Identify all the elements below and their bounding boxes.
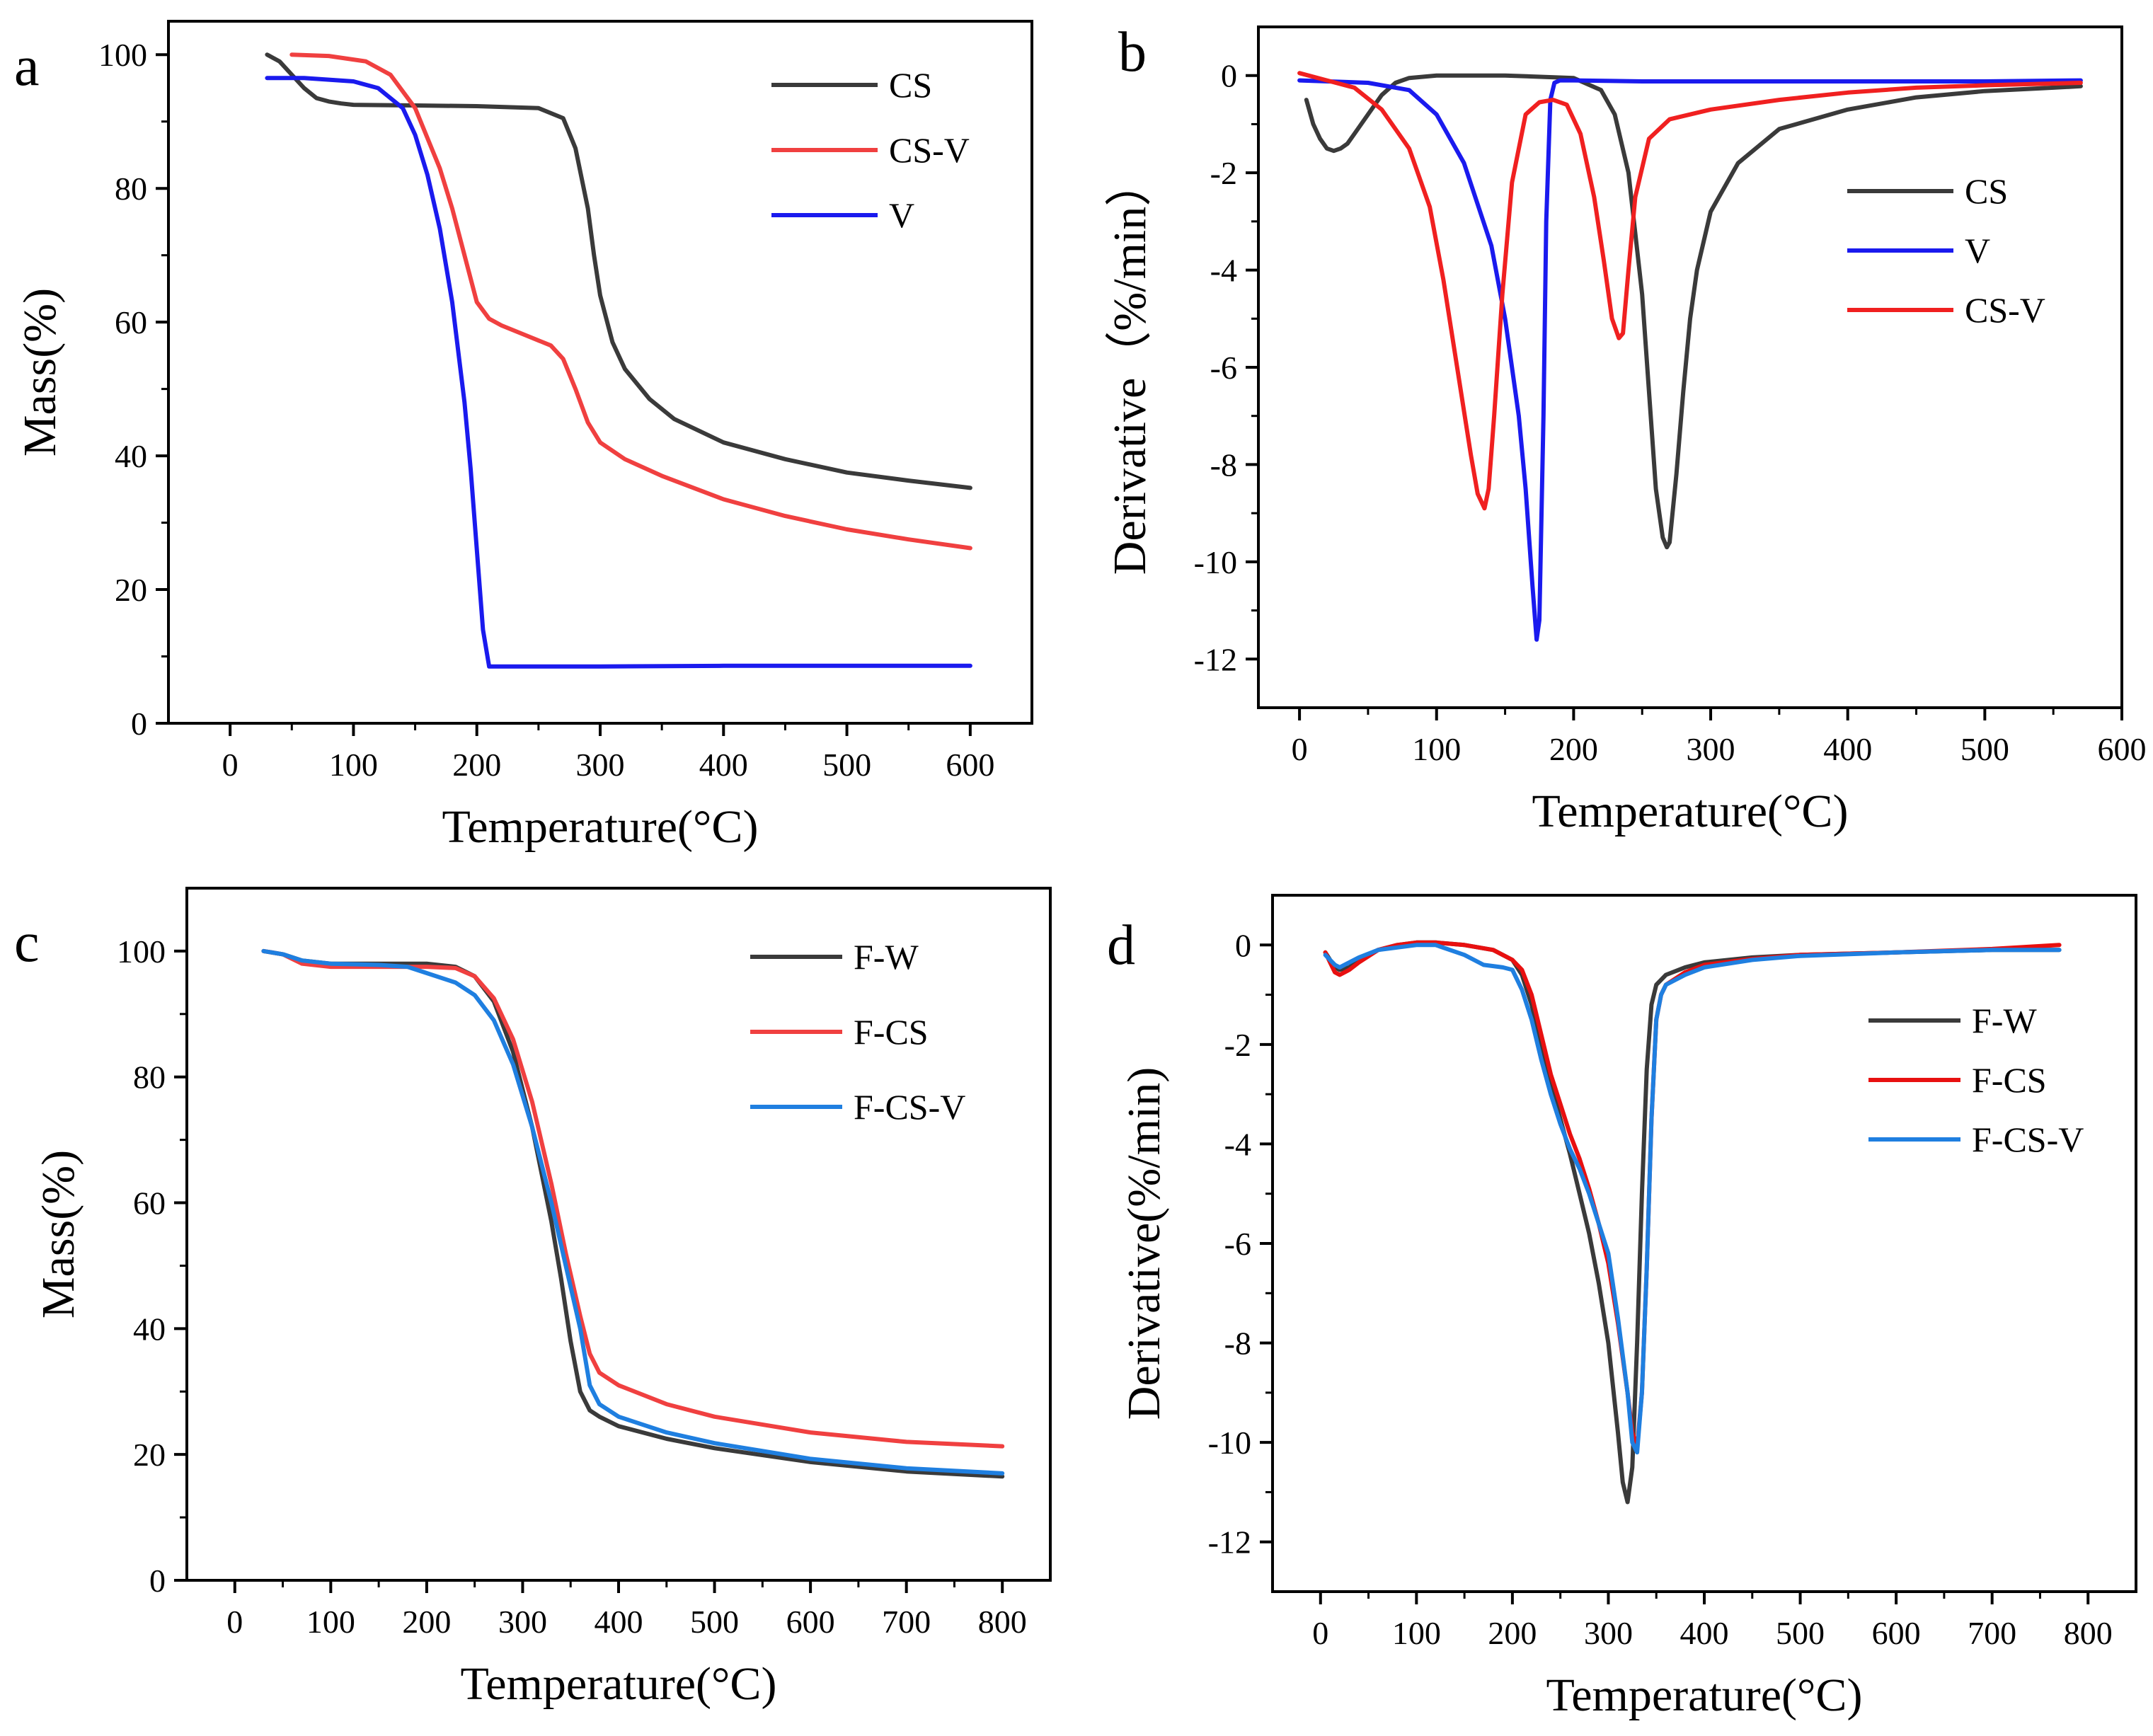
y-axis-title-a: Mass(%) [14, 288, 66, 456]
x-tick-label-a: 400 [699, 747, 748, 783]
x-tick-label-d: 300 [1584, 1615, 1633, 1651]
series-line-a-CS [265, 52, 972, 490]
series-line-a-CS-V [289, 52, 972, 551]
legend-label-c: F-CS [854, 1012, 929, 1052]
series-line-d-F-CS-V [1323, 943, 2062, 1455]
y-tick-label-b: -6 [1210, 350, 1237, 386]
x-axis-title-c: Temperature(°C) [461, 1658, 777, 1710]
panel-c: 0 100 200 300 400 500 600 700 800 0 20 40 60 80 100 Tem… [14, 887, 1052, 1710]
legend-label-d: F-W [1972, 1001, 2037, 1040]
panel-label-d: d [1107, 914, 1135, 977]
x-tick-label-d: 200 [1488, 1615, 1537, 1651]
x-tick-label-d: 100 [1392, 1615, 1441, 1651]
y-tick-label-a: 100 [98, 37, 147, 73]
y-tick-label-d: -2 [1224, 1027, 1251, 1063]
x-tick-label-a: 500 [822, 747, 871, 783]
y-tick-label-c: 20 [133, 1437, 166, 1473]
series-line-a-V [265, 76, 972, 669]
x-tick-label-c: 800 [978, 1604, 1027, 1640]
x-tick-label-a: 200 [452, 747, 501, 783]
legend-label-a: CS [889, 65, 932, 105]
legend-label-c: F-W [854, 937, 919, 977]
x-tick-label-b: 300 [1687, 731, 1735, 767]
legend-label-a: V [889, 195, 914, 235]
y-axis-title-d: Derivative(%/min) [1118, 1067, 1170, 1420]
x-tick-label-d: 700 [1968, 1615, 2016, 1651]
x-tick-label-b: 600 [2098, 731, 2147, 767]
y-tick-label-d: -8 [1224, 1326, 1251, 1362]
x-tick-label-c: 200 [402, 1604, 451, 1640]
y-tick-label-d: -10 [1208, 1425, 1251, 1461]
x-tick-label-a: 100 [329, 747, 378, 783]
x-tick-label-b: 400 [1823, 731, 1872, 767]
legend-label-b: CS [1965, 171, 2008, 211]
y-tick-label-c: 60 [133, 1185, 166, 1221]
y-tick-label-b: -2 [1210, 155, 1237, 191]
legend-label-c: F-CS-V [854, 1087, 965, 1127]
y-tick-label-a: 20 [115, 572, 147, 608]
legend-label-a: CS-V [889, 130, 970, 170]
panel-label-c: c [14, 912, 40, 974]
y-tick-label-c: 40 [133, 1311, 166, 1347]
x-tick-label-d: 400 [1680, 1615, 1729, 1651]
y-tick-label-c: 80 [133, 1059, 166, 1096]
x-tick-label-c: 300 [498, 1604, 547, 1640]
x-tick-label-d: 800 [2064, 1615, 2113, 1651]
x-axis-title-a: Temperature(°C) [442, 801, 759, 853]
panel-a: 0 100 200 300 400 500 600 0 20 40 60 80 100 Temperatu… [14, 20, 1033, 853]
y-tick-label-a: 60 [115, 304, 147, 340]
y-tick-label-d: 0 [1235, 927, 1251, 963]
x-tick-label-d: 500 [1776, 1615, 1825, 1651]
y-tick-label-a: 40 [115, 438, 147, 474]
y-tick-label-c: 100 [117, 933, 166, 970]
y-tick-label-b: 0 [1221, 58, 1237, 94]
panel-d: 0 100 200 300 400 500 600 700 800 -12 -10 -8 -6 -4 -2 0… [1107, 894, 2137, 1721]
series-line-b-CS-V [1297, 71, 2083, 511]
series-line-b-V [1297, 78, 2083, 642]
x-tick-label-c: 400 [595, 1604, 643, 1640]
x-tick-label-d: 600 [1872, 1615, 1921, 1651]
x-axis-title-b: Temperature(°C) [1532, 786, 1849, 837]
x-tick-label-a: 600 [946, 747, 994, 783]
x-tick-label-a: 0 [222, 747, 239, 783]
x-tick-label-b: 500 [1960, 731, 2009, 767]
y-tick-label-a: 80 [115, 171, 147, 207]
y-axis-title-c: Mass(%) [33, 1150, 84, 1318]
legend-label-d: F-CS [1972, 1060, 2047, 1100]
x-axis-title-d: Temperature(°C) [1546, 1669, 1863, 1721]
y-tick-label-d: -12 [1208, 1524, 1251, 1560]
x-tick-label-c: 600 [786, 1604, 835, 1640]
x-tick-label-c: 500 [690, 1604, 739, 1640]
panel-b: 0 100 200 300 400 500 600 -12 -10 -8 -6 -4 -2 0 Temper… [1104, 21, 2147, 837]
x-tick-label-b: 200 [1549, 731, 1598, 767]
series-line-c-F-CS-V [261, 948, 1005, 1476]
x-tick-label-b: 0 [1292, 731, 1308, 767]
x-tick-label-b: 100 [1412, 731, 1461, 767]
series-line-b-CS [1304, 73, 2083, 550]
legend-label-b: CS-V [1965, 290, 2045, 330]
legend-label-b: V [1965, 231, 1990, 270]
x-tick-label-a: 300 [576, 747, 625, 783]
y-tick-label-a: 0 [131, 706, 147, 742]
y-tick-label-b: -8 [1210, 447, 1237, 483]
x-tick-label-c: 700 [882, 1604, 931, 1640]
x-tick-label-d: 0 [1312, 1615, 1328, 1651]
panel-label-b: b [1118, 21, 1147, 84]
panel-label-a: a [14, 35, 40, 98]
x-tick-label-c: 100 [306, 1604, 355, 1640]
y-tick-label-b: -12 [1194, 641, 1237, 677]
legend-label-d: F-CS-V [1972, 1120, 2084, 1159]
y-tick-label-b: -10 [1194, 544, 1237, 580]
y-tick-label-d: -6 [1224, 1226, 1251, 1262]
x-tick-label-c: 0 [226, 1604, 243, 1640]
y-tick-label-b: -4 [1210, 253, 1237, 289]
y-axis-title-b: Derivative（%/min） [1104, 160, 1156, 575]
series-line-c-F-CS [261, 948, 1005, 1449]
y-tick-label-c: 0 [149, 1563, 166, 1599]
y-tick-label-d: -4 [1224, 1126, 1251, 1162]
